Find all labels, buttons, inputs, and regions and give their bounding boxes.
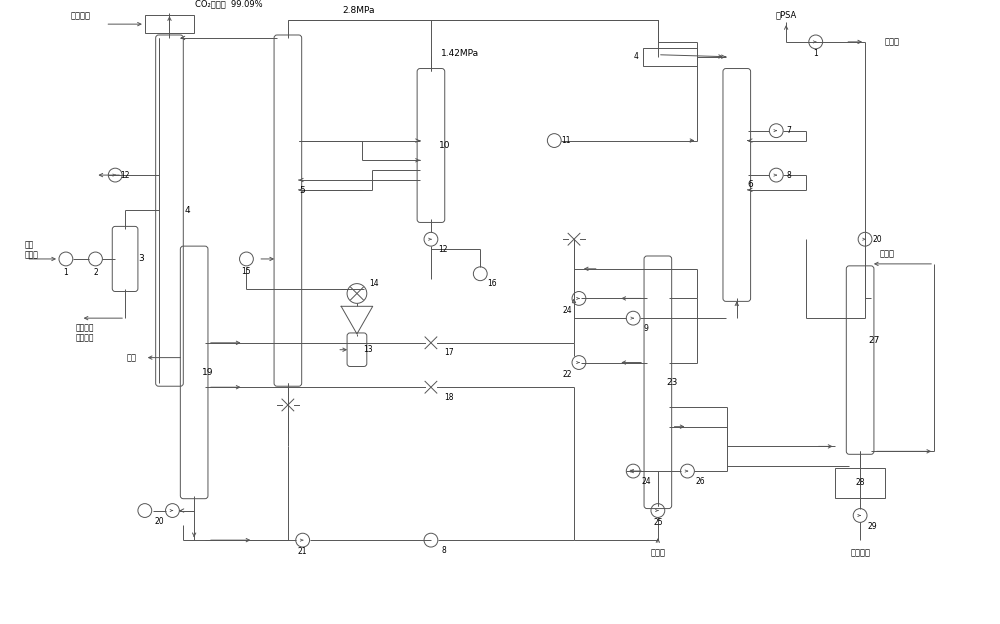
Text: 13: 13 xyxy=(363,345,373,354)
Text: 1.42MPa: 1.42MPa xyxy=(441,49,479,58)
Text: 2: 2 xyxy=(93,268,98,277)
Text: 20: 20 xyxy=(155,517,164,526)
Text: 8: 8 xyxy=(787,170,791,180)
Text: 4: 4 xyxy=(184,206,190,215)
Text: 少量甲醇: 少量甲醇 xyxy=(71,12,91,21)
Text: 11: 11 xyxy=(561,136,571,145)
Text: 10: 10 xyxy=(439,141,450,150)
Text: 1: 1 xyxy=(64,268,68,277)
Text: 15: 15 xyxy=(242,267,251,276)
Text: 20: 20 xyxy=(872,235,882,244)
Text: 21: 21 xyxy=(298,547,307,557)
Text: 4: 4 xyxy=(634,52,639,61)
Text: 28: 28 xyxy=(855,479,865,487)
Text: CO₂产品气  99.09%: CO₂产品气 99.09% xyxy=(195,0,262,8)
Text: 23: 23 xyxy=(666,378,677,387)
Text: 17: 17 xyxy=(444,348,454,357)
Text: 12: 12 xyxy=(120,170,130,180)
Text: 贫甲醇: 贫甲醇 xyxy=(880,250,895,258)
Bar xyxy=(643,48,697,66)
Text: 凝汽提塔: 凝汽提塔 xyxy=(76,333,94,343)
Text: 26: 26 xyxy=(695,477,705,487)
Text: 25: 25 xyxy=(653,518,663,527)
Text: 去工艺冷: 去工艺冷 xyxy=(76,323,94,333)
Text: 27: 27 xyxy=(868,336,880,345)
Text: 去PSA: 去PSA xyxy=(775,11,797,20)
Text: 22: 22 xyxy=(562,370,572,379)
Text: 8: 8 xyxy=(441,547,446,555)
Text: 尾气: 尾气 xyxy=(127,353,137,362)
Text: 3: 3 xyxy=(138,255,144,263)
Text: 污水处理: 污水处理 xyxy=(850,548,870,557)
Text: 7: 7 xyxy=(787,126,792,135)
Bar xyxy=(835,468,885,498)
Text: 净化气: 净化气 xyxy=(885,37,900,46)
Text: 2.8MPa: 2.8MPa xyxy=(342,6,375,15)
Text: 18: 18 xyxy=(444,392,453,402)
Text: 原料气: 原料气 xyxy=(24,250,38,260)
Text: 6: 6 xyxy=(748,180,753,190)
Text: 16: 16 xyxy=(487,279,497,288)
Text: 19: 19 xyxy=(202,368,214,377)
Text: 24: 24 xyxy=(562,306,572,314)
Text: 5: 5 xyxy=(299,187,305,195)
Text: 9: 9 xyxy=(644,323,648,333)
Text: 29: 29 xyxy=(867,522,877,531)
Text: 24: 24 xyxy=(641,477,651,487)
Text: 酸性气: 酸性气 xyxy=(650,548,665,557)
Text: 14: 14 xyxy=(369,279,379,288)
Text: 1: 1 xyxy=(813,49,818,58)
Text: 12: 12 xyxy=(438,245,448,253)
Bar xyxy=(145,15,194,33)
Text: 变换: 变换 xyxy=(24,241,34,250)
